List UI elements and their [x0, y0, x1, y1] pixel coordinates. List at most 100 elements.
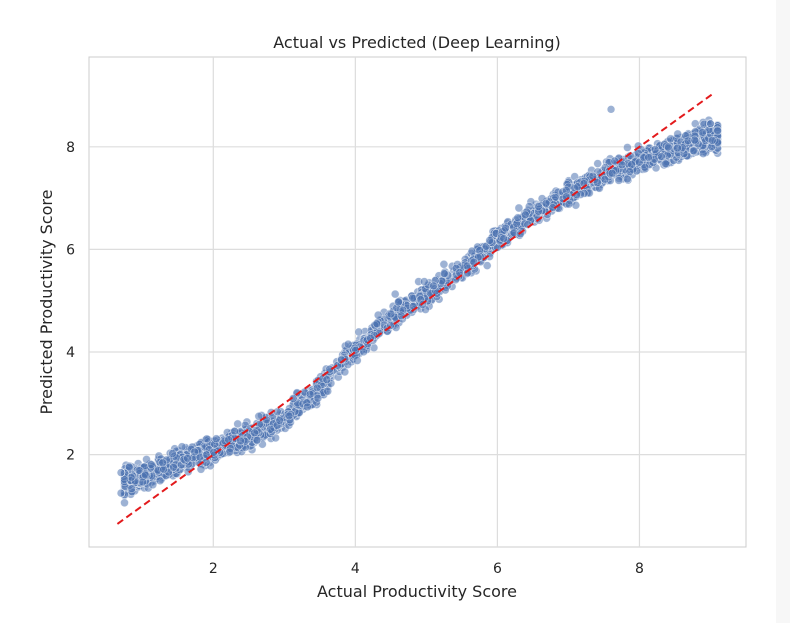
data-point	[148, 480, 158, 490]
data-point	[250, 428, 259, 438]
chart-title: Actual vs Predicted (Deep Learning)	[273, 33, 561, 52]
data-point	[120, 475, 129, 484]
data-point	[455, 268, 464, 277]
data-point	[183, 453, 192, 463]
data-point	[627, 160, 636, 169]
data-point	[408, 293, 418, 303]
data-point	[158, 458, 167, 468]
data-point	[617, 160, 627, 170]
data-point	[134, 466, 144, 475]
data-point	[288, 394, 298, 403]
outlier-point	[706, 119, 715, 129]
data-point	[275, 416, 284, 425]
data-point	[224, 435, 233, 444]
data-point	[673, 129, 683, 139]
data-point	[196, 464, 206, 474]
x-tick-label: 8	[635, 561, 644, 577]
data-point	[485, 236, 495, 245]
data-point	[120, 498, 129, 508]
data-point	[125, 462, 134, 472]
data-point	[499, 234, 509, 243]
y-tick-label: 6	[66, 242, 75, 258]
data-point	[625, 167, 635, 176]
data-point	[373, 310, 383, 320]
x-tick-label: 6	[493, 561, 502, 577]
y-tick-label: 8	[66, 140, 75, 156]
data-point	[623, 143, 632, 152]
data-point	[541, 199, 551, 208]
x-axis-label: Actual Productivity Score	[317, 582, 517, 601]
data-point	[140, 470, 150, 480]
data-point	[146, 460, 156, 469]
data-point	[663, 142, 673, 152]
data-point	[233, 419, 242, 429]
data-point	[462, 261, 472, 271]
data-point	[390, 289, 400, 299]
window-edge	[776, 0, 790, 623]
data-point	[439, 259, 449, 269]
outlier-point	[116, 488, 126, 498]
data-point	[614, 176, 624, 185]
data-point	[661, 159, 670, 169]
data-point	[564, 199, 574, 209]
data-point	[534, 202, 543, 211]
data-point	[673, 143, 682, 153]
data-point	[340, 367, 350, 377]
data-point	[513, 213, 523, 223]
data-point	[419, 277, 429, 286]
data-point	[323, 386, 333, 396]
reference-line	[116, 92, 715, 525]
data-point	[359, 347, 368, 357]
data-point	[266, 424, 275, 434]
data-point	[190, 447, 199, 457]
data-point	[225, 447, 235, 457]
data-point	[313, 393, 323, 403]
data-point	[622, 174, 632, 184]
data-point	[593, 178, 602, 187]
x-tick-label: 2	[209, 561, 218, 577]
data-point	[155, 476, 165, 486]
data-point	[273, 407, 282, 417]
data-point	[305, 389, 315, 399]
data-point	[650, 145, 660, 154]
data-point	[698, 128, 707, 137]
data-point	[230, 426, 239, 436]
tick-labels: 2 4 6 8 2 4 6 8	[66, 140, 644, 577]
data-point	[707, 136, 717, 145]
data-point	[514, 203, 524, 213]
outlier-point	[606, 105, 616, 114]
data-point	[600, 174, 610, 184]
data-point	[520, 210, 530, 220]
data-point	[343, 339, 353, 349]
data-point	[644, 153, 653, 162]
data-point	[482, 261, 492, 270]
data-point	[127, 484, 136, 494]
data-point	[657, 152, 666, 161]
y-axis-label: Predicted Productivity Score	[37, 190, 56, 415]
data-point	[501, 223, 510, 233]
data-point	[212, 434, 221, 444]
data-point	[690, 135, 700, 145]
data-point	[252, 435, 262, 445]
data-point	[169, 462, 178, 472]
data-points	[116, 105, 722, 508]
data-point	[640, 162, 650, 172]
data-point	[607, 168, 617, 178]
data-point	[303, 402, 312, 412]
y-tick-label: 2	[66, 448, 75, 464]
data-point	[593, 159, 603, 168]
data-point	[284, 411, 294, 421]
data-point	[698, 149, 708, 158]
data-point	[168, 449, 177, 458]
data-point	[202, 434, 212, 444]
data-point	[394, 297, 403, 307]
data-point	[467, 246, 477, 256]
data-point	[352, 356, 362, 365]
data-point	[322, 375, 332, 385]
data-point	[312, 383, 322, 393]
data-point	[177, 442, 187, 452]
data-point	[439, 269, 449, 278]
outlier-point	[116, 468, 126, 477]
data-point	[713, 126, 722, 136]
